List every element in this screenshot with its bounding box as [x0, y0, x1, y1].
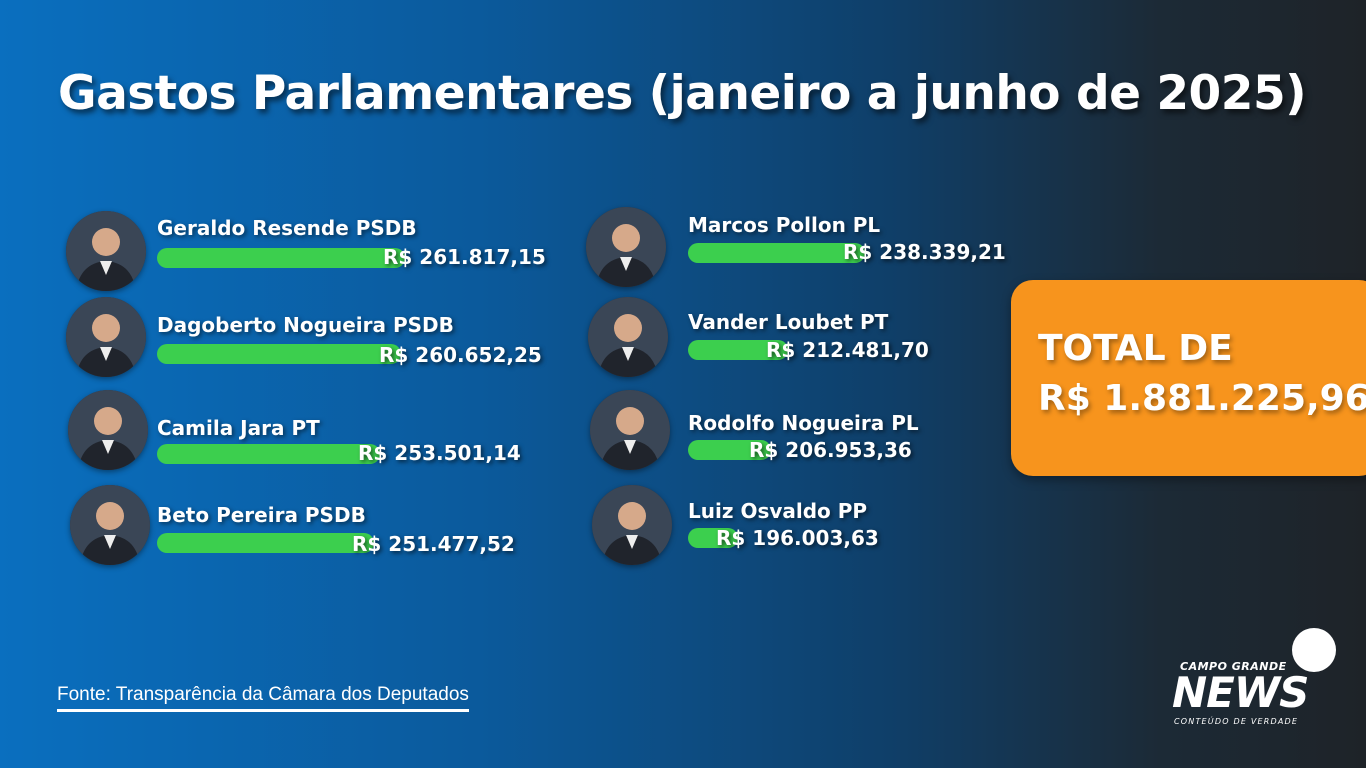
spending-bar: [688, 340, 788, 360]
spending-value-label: R$ 206.953,36: [749, 438, 912, 462]
spending-bar: [157, 444, 380, 464]
total-box: TOTAL DE R$ 1.881.225,96: [1011, 280, 1366, 476]
deputy-avatar: [66, 297, 146, 377]
deputy-name: Geraldo Resende PSDB: [157, 216, 417, 240]
campo-grande-news-logo: CAMPO GRANDE NEWS CONTEÚDO DE VERDADE: [1170, 628, 1340, 733]
logo-tagline: CONTEÚDO DE VERDADE: [1174, 717, 1299, 726]
total-value: R$ 1.881.225,96: [1038, 378, 1366, 419]
deputy-name: Beto Pereira PSDB: [157, 503, 366, 527]
spending-value-label: R$ 260.652,25: [379, 343, 542, 367]
logo-top-text: CAMPO GRANDE: [1180, 660, 1287, 673]
deputy-name: Dagoberto Nogueira PSDB: [157, 313, 454, 337]
deputy-avatar: [588, 297, 668, 377]
total-label: TOTAL DE: [1038, 328, 1233, 369]
deputy-name: Camila Jara PT: [157, 416, 320, 440]
spending-value-label: R$ 238.339,21: [843, 240, 1006, 264]
deputy-avatar: [586, 207, 666, 287]
deputy-avatar: [590, 390, 670, 470]
deputy-avatar: [592, 485, 672, 565]
deputy-name: Marcos Pollon PL: [688, 213, 881, 237]
spending-bar: [688, 243, 865, 263]
page-title: Gastos Parlamentares (janeiro a junho de…: [58, 66, 1307, 121]
source-text: Fonte: Transparência da Câmara dos Deput…: [57, 684, 469, 712]
deputy-avatar: [70, 485, 150, 565]
deputy-name: Vander Loubet PT: [688, 310, 889, 334]
spending-value-label: R$ 261.817,15: [383, 245, 546, 269]
spending-bar: [157, 533, 374, 553]
spending-bar: [688, 528, 738, 548]
deputy-name: Luiz Osvaldo PP: [688, 499, 868, 523]
deputy-avatar: [66, 211, 146, 291]
logo-dot-icon: [1292, 628, 1336, 672]
spending-value-label: R$ 251.477,52: [352, 532, 515, 556]
spending-bar: [157, 248, 405, 268]
spending-value-label: R$ 212.481,70: [766, 338, 929, 362]
logo-main-text: NEWS: [1172, 668, 1309, 717]
spending-bar: [157, 344, 401, 364]
spending-value-label: R$ 196.003,63: [716, 526, 879, 550]
deputy-name: Rodolfo Nogueira PL: [688, 411, 919, 435]
deputy-avatar: [68, 390, 148, 470]
spending-value-label: R$ 253.501,14: [358, 441, 521, 465]
spending-bar: [688, 440, 771, 460]
